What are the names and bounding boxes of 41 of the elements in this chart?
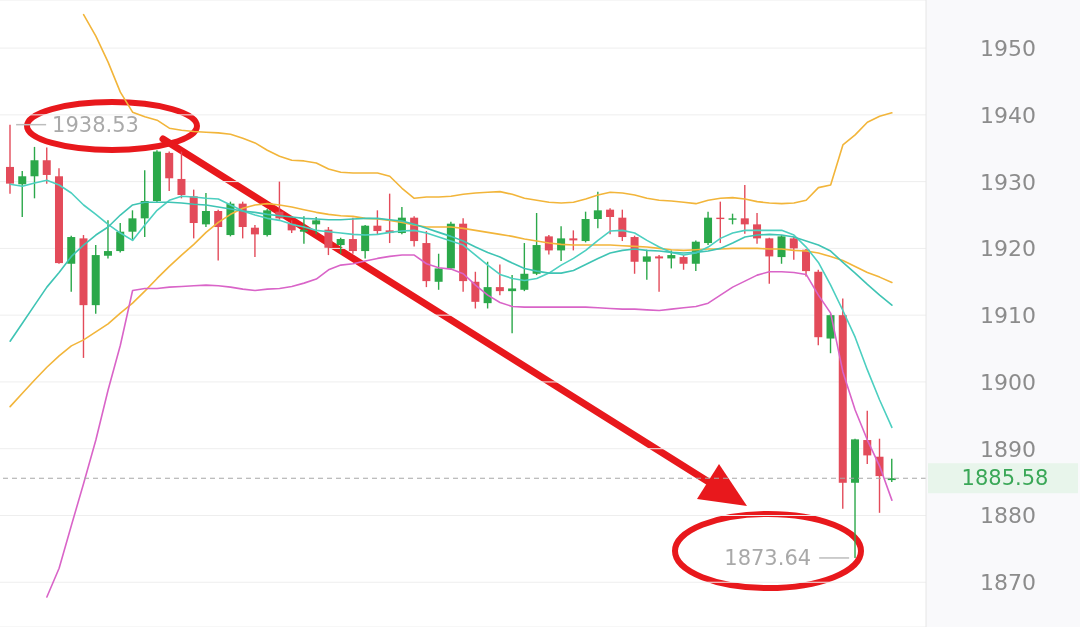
candlestick bbox=[6, 123, 14, 195]
candlestick bbox=[324, 226, 333, 256]
y-tick-label: 1950 bbox=[980, 35, 1036, 61]
candlestick bbox=[299, 215, 308, 245]
y-tick-label: 1900 bbox=[980, 369, 1036, 395]
line-series bbox=[9, 202, 893, 408]
candlestick bbox=[618, 208, 627, 242]
candlestick bbox=[140, 169, 149, 238]
candlestick bbox=[495, 263, 504, 296]
candlestick bbox=[581, 210, 590, 244]
candlestick bbox=[642, 249, 651, 281]
line-series bbox=[9, 201, 893, 343]
candlestick bbox=[103, 219, 112, 260]
candlestick bbox=[250, 224, 259, 258]
candlestick bbox=[177, 150, 186, 200]
candlestick bbox=[508, 274, 517, 334]
annotation: 1873.64 bbox=[724, 545, 812, 570]
y-tick-label: 1870 bbox=[980, 569, 1036, 595]
y-tick-label: 1930 bbox=[980, 169, 1036, 195]
candlestick bbox=[569, 229, 578, 252]
y-tick-label: 1890 bbox=[980, 436, 1036, 462]
candlestick bbox=[740, 184, 749, 235]
y-tick-label: 1940 bbox=[980, 102, 1036, 128]
y-tick-label: 1910 bbox=[980, 302, 1036, 328]
y-tick-label: 1920 bbox=[980, 235, 1036, 261]
candlestick bbox=[655, 254, 664, 293]
candlestick bbox=[471, 271, 480, 310]
candlestick bbox=[373, 209, 382, 236]
candlestick bbox=[434, 253, 443, 291]
candlestick bbox=[606, 207, 615, 236]
candlestick bbox=[201, 192, 210, 228]
y-tick-label: 1880 bbox=[980, 502, 1036, 528]
candlestick bbox=[116, 222, 125, 254]
ref-line-label: 1885.58 bbox=[961, 466, 1049, 491]
line-series bbox=[46, 254, 893, 598]
candlestick bbox=[30, 146, 39, 200]
annotation: 1938.53 bbox=[52, 112, 139, 137]
candlestick bbox=[42, 146, 51, 185]
candlestick bbox=[18, 170, 27, 218]
candlestick bbox=[128, 209, 137, 242]
candlestick bbox=[593, 190, 602, 230]
